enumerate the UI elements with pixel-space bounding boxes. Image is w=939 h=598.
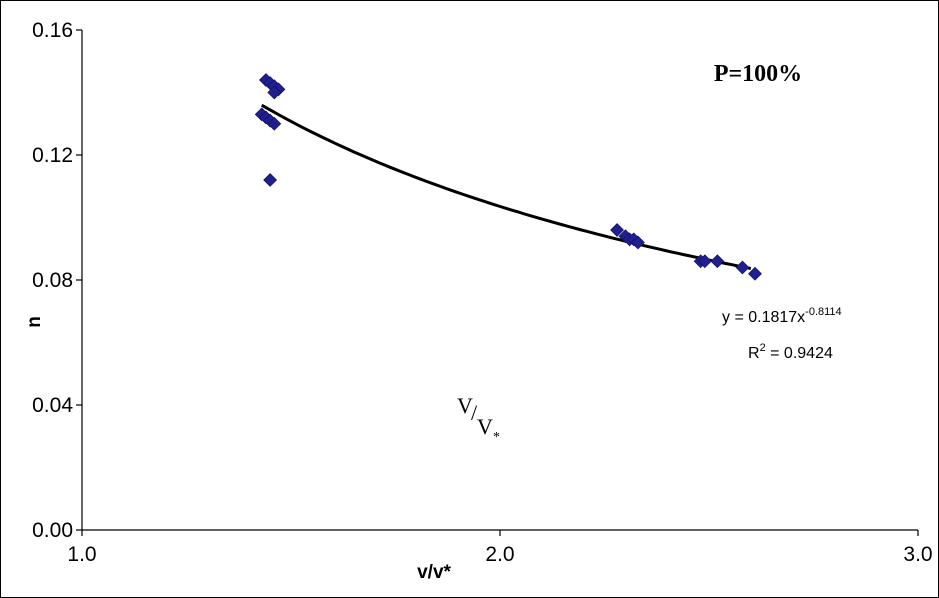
data-point bbox=[263, 173, 278, 187]
data-point bbox=[748, 266, 762, 281]
data-point bbox=[697, 254, 712, 269]
r-squared: R2 = 0.9424 bbox=[748, 342, 833, 362]
y-tick-label: 0.00 bbox=[32, 519, 73, 542]
data-point bbox=[267, 116, 282, 131]
axes: 0.00 0.04 0.08 0.12 0.16 1.0 2.0 3.0 bbox=[32, 19, 932, 566]
x-axis-title: v/v* bbox=[417, 562, 451, 583]
r2-prefix: R bbox=[748, 345, 760, 362]
y-tick-label: 0.12 bbox=[32, 144, 73, 167]
trendline bbox=[260, 103, 752, 270]
y-tick-label: 0.16 bbox=[32, 19, 73, 42]
r2-sup: 2 bbox=[760, 342, 766, 354]
r2-value: = 0.9424 bbox=[766, 345, 833, 362]
annot-slash: / bbox=[471, 400, 478, 425]
y-tick-label: 0.04 bbox=[32, 394, 73, 417]
x-tick-label: 2.0 bbox=[485, 543, 514, 566]
annot-vstar: V bbox=[477, 414, 493, 439]
data-point bbox=[267, 85, 282, 100]
y-axis-title: n bbox=[24, 316, 45, 328]
data-point bbox=[631, 235, 645, 250]
panel-label: P=100% bbox=[714, 61, 802, 87]
v-over-vstar-annotation: V / V * bbox=[457, 393, 500, 445]
x-tick-label: 3.0 bbox=[903, 543, 932, 566]
annot-v: V bbox=[457, 393, 473, 418]
trendline-layer bbox=[260, 103, 752, 270]
data-point bbox=[610, 223, 624, 237]
data-point bbox=[710, 254, 725, 269]
trendline-equation: y = 0.1817x-0.8114 bbox=[722, 306, 842, 326]
data-point bbox=[735, 260, 750, 275]
equation-prefix: y = 0.1817x bbox=[722, 309, 805, 326]
x-tick-label: 1.0 bbox=[67, 543, 96, 566]
annot-star: * bbox=[493, 430, 500, 445]
data-points-layer bbox=[254, 73, 762, 281]
y-tick-label: 0.08 bbox=[32, 269, 73, 292]
equation-exponent: -0.8114 bbox=[805, 306, 842, 318]
